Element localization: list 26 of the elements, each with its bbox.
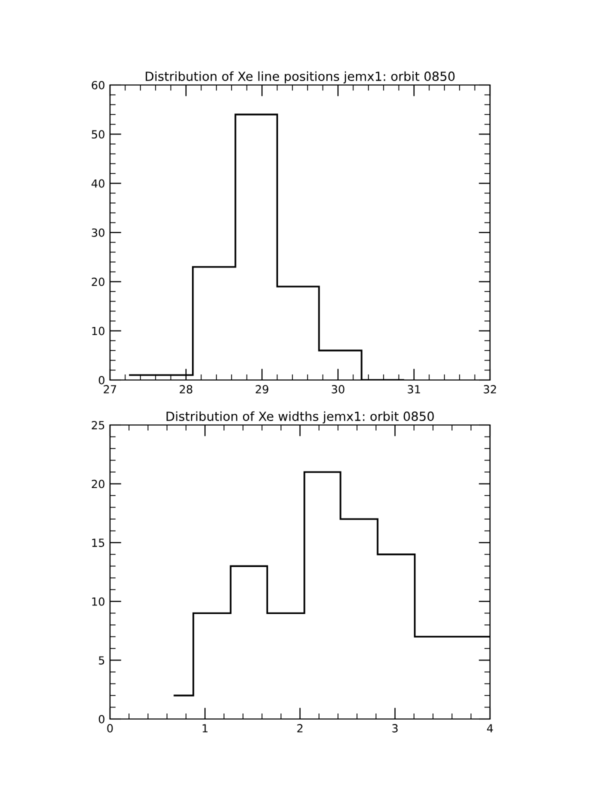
x-tick-label: 29: [256, 385, 268, 394]
x-tick-label: 4: [487, 724, 493, 732]
chart-title: Distribution of Xe widths jemx1: orbit 0850: [166, 411, 434, 424]
y-tick-label: 20: [92, 278, 104, 286]
y-tick-label: 40: [92, 179, 104, 188]
x-tick-label: 28: [180, 385, 192, 394]
y-tick-label: 0: [98, 714, 104, 724]
x-tick-label: 2: [297, 724, 302, 732]
y-tick-label: 60: [92, 80, 104, 90]
x-tick-label: 32: [484, 385, 496, 394]
x-tick-label: 30: [332, 385, 344, 394]
x-tick-label: 27: [104, 385, 116, 394]
y-tick-label: 0: [98, 376, 104, 384]
x-tick-label: 3: [392, 724, 398, 732]
x-tick-label: 0: [107, 724, 113, 732]
y-tick-label: 20: [92, 480, 104, 488]
y-tick-label: 25: [92, 420, 104, 430]
x-tick-label: 1: [202, 724, 208, 732]
y-tick-label: 50: [92, 130, 104, 139]
y-tick-label: 15: [92, 538, 104, 547]
chart-title: Distribution of Xe line positions jemx1: orbit 0850: [146, 71, 455, 84]
x-tick-label: 31: [408, 385, 420, 394]
y-tick-label: 30: [92, 228, 104, 237]
y-tick-label: 10: [92, 597, 104, 606]
y-tick-label: 5: [98, 656, 104, 665]
y-tick-label: 10: [92, 326, 104, 336]
